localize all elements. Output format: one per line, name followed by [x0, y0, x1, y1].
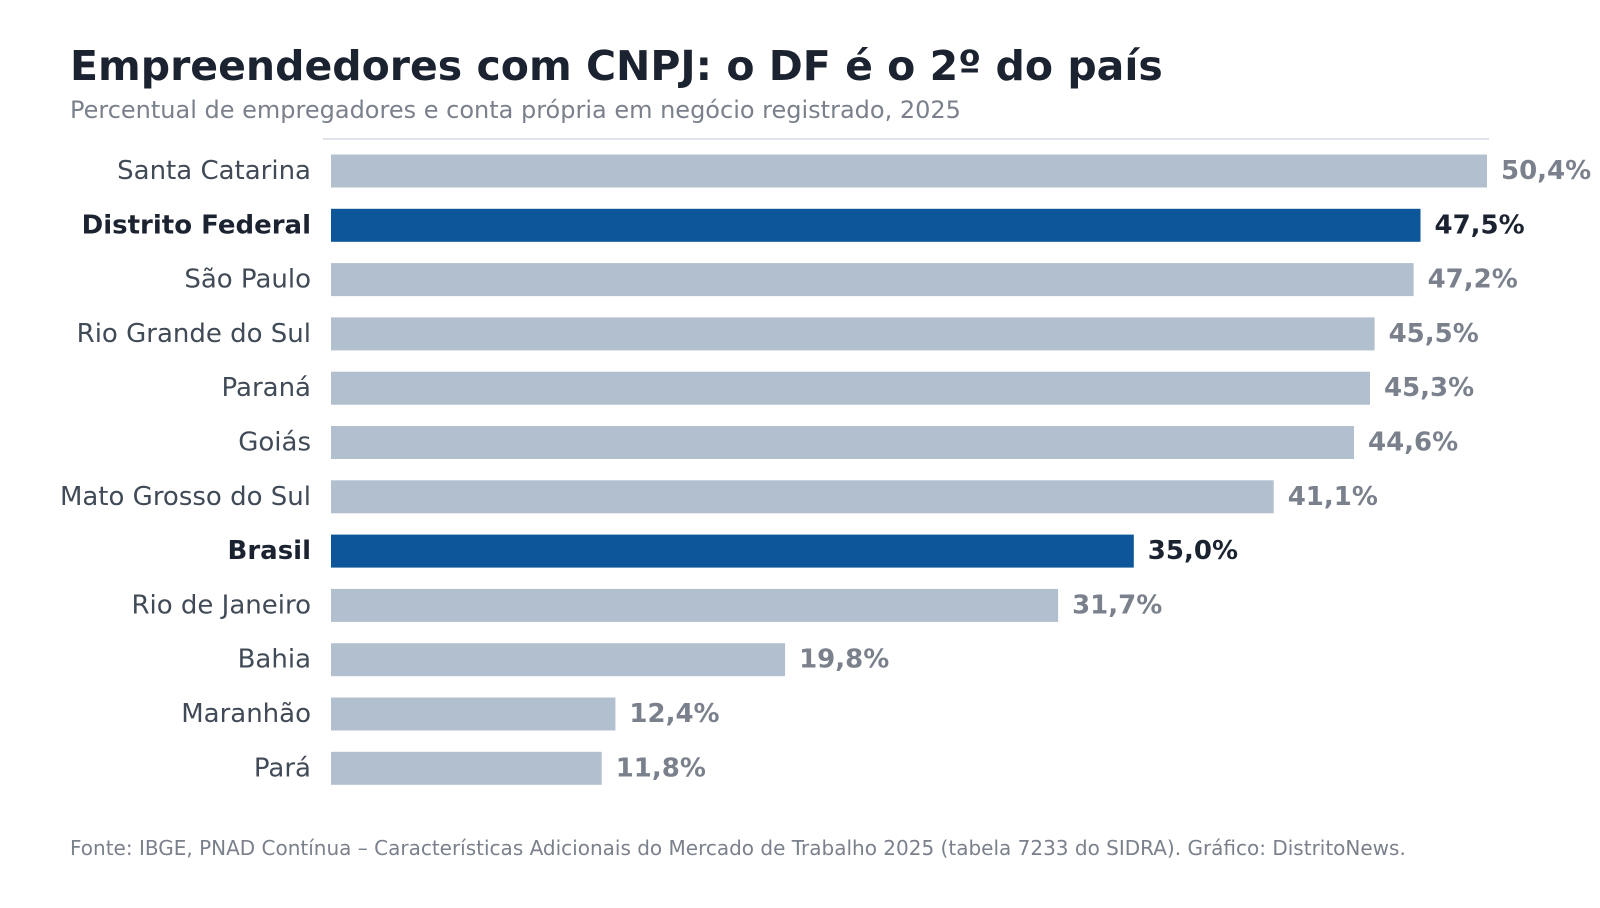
- value-label: 45,5%: [1389, 319, 1479, 349]
- bar-8: [331, 588, 1059, 622]
- bar-3: [331, 317, 1375, 351]
- bar-10: [331, 697, 616, 731]
- category-label: Rio Grande do Sul: [77, 319, 311, 349]
- category-label: Rio de Janeiro: [131, 590, 311, 620]
- value-label: 47,2%: [1428, 265, 1518, 295]
- chart-subtitle: Percentual de empregadores e conta própr…: [70, 96, 961, 124]
- value-label: 19,8%: [799, 645, 889, 675]
- bar-11: [331, 751, 602, 785]
- chart-title: Empreendedores com CNPJ: o DF é o 2º do …: [70, 42, 1163, 90]
- value-label: 47,5%: [1435, 210, 1525, 240]
- category-label: Santa Catarina: [117, 156, 311, 186]
- value-label: 12,4%: [629, 699, 719, 729]
- category-label: Bahia: [238, 645, 311, 675]
- bar-1: [331, 208, 1421, 242]
- value-label: 11,8%: [616, 753, 706, 783]
- source-note: Fonte: IBGE, PNAD Contínua – Característ…: [70, 836, 1406, 860]
- category-label: Paraná: [222, 373, 311, 403]
- bars-group: Santa Catarina 50,4% Distrito Federal 47,5%…: [60, 154, 1591, 785]
- bar-6: [331, 480, 1274, 514]
- value-label: 44,6%: [1368, 428, 1458, 458]
- category-label: Mato Grosso do Sul: [60, 482, 311, 512]
- value-label: 41,1%: [1288, 482, 1378, 512]
- bar-2: [331, 263, 1414, 297]
- category-label: Goiás: [238, 428, 311, 458]
- value-label: 31,7%: [1072, 590, 1162, 620]
- category-label: São Paulo: [184, 265, 311, 295]
- category-label: Pará: [254, 753, 311, 783]
- value-label: 35,0%: [1148, 536, 1238, 566]
- bar-5: [331, 426, 1354, 459]
- value-label: 50,4%: [1501, 156, 1591, 186]
- category-label: Distrito Federal: [82, 210, 311, 240]
- bar-4: [331, 371, 1370, 405]
- bar-9: [331, 643, 786, 677]
- value-label: 45,3%: [1384, 373, 1474, 403]
- bar-0: [331, 154, 1487, 188]
- category-label: Maranhão: [181, 699, 311, 729]
- bar-7: [331, 534, 1134, 568]
- category-label: Brasil: [228, 536, 311, 566]
